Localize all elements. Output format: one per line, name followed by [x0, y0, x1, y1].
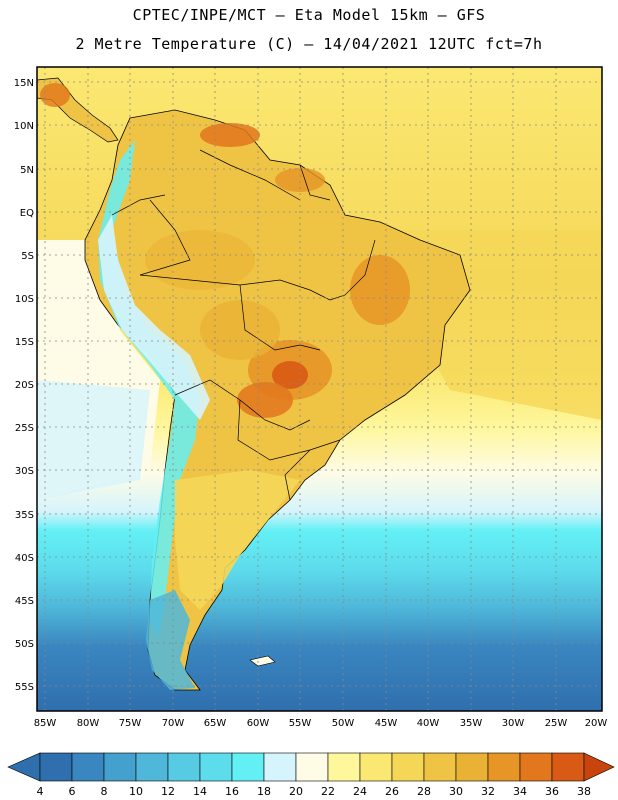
lon-label: 50W [332, 718, 355, 729]
colorbar-tick: 16 [225, 785, 239, 798]
lon-label: 30W [502, 718, 525, 729]
colorbar-swatch [423, 752, 457, 782]
colorbar-swatch [327, 752, 361, 782]
lon-label: 45W [375, 718, 398, 729]
colorbar-tick: 8 [101, 785, 108, 798]
hot-spot-venezuela [200, 123, 260, 147]
lat-label: 10N [14, 121, 34, 132]
lat-label: 15N [14, 78, 34, 89]
lon-label: 35W [460, 718, 483, 729]
hot-spot-northeast-brazil [350, 255, 410, 325]
colorbar-tick: 20 [289, 785, 303, 798]
hot-spot-guianas [275, 168, 325, 192]
lon-label: 75W [119, 718, 142, 729]
patagonia-cool [146, 590, 195, 690]
colorbar-swatch [199, 752, 233, 782]
lat-label: EQ [20, 208, 34, 219]
lat-label: 50S [15, 639, 34, 650]
hot-spot-central-america [40, 83, 70, 107]
colorbar-swatch [391, 752, 425, 782]
colorbar-tick: 38 [577, 785, 591, 798]
map-title: CPTEC/INPE/MCT – Eta Model 15km – GFS [132, 6, 486, 24]
colorbar-swatch [167, 752, 201, 782]
graticule [37, 67, 602, 711]
warm-zone-amazon [145, 230, 255, 290]
colorbar-swatch [519, 752, 553, 782]
colorbar-tick: 30 [449, 785, 463, 798]
lon-label: 20W [585, 718, 608, 729]
colorbar-swatch [487, 752, 521, 782]
colorbar-tick: 36 [545, 785, 559, 798]
lat-label: 5S [21, 251, 34, 262]
country-borders [111, 149, 376, 501]
warm-zone-mato-grosso [200, 300, 280, 360]
colorbar-tick: 12 [161, 785, 175, 798]
colorbar-swatch [231, 752, 265, 782]
lon-label: 60W [247, 718, 270, 729]
colorbar-tick: 24 [353, 785, 367, 798]
colorbar-tick: 4 [37, 785, 44, 798]
colorbar-tick: 10 [129, 785, 143, 798]
colorbar-tick: 6 [69, 785, 76, 798]
lat-label: 25S [15, 423, 34, 434]
andes-highland-pale [98, 215, 210, 420]
lat-label: 5N [20, 165, 34, 176]
hot-spot-paraguay [237, 382, 293, 418]
map-subtitle: 2 Metre Temperature (C) – 14/04/2021 12U… [75, 35, 543, 53]
falkland-islands [249, 655, 276, 667]
lat-label: 15S [15, 337, 34, 348]
colorbar-tick: 34 [513, 785, 527, 798]
lat-label: 10S [15, 294, 34, 305]
lon-label: 85W [34, 718, 57, 729]
colorbar [7, 752, 615, 782]
colorbar-swatch [103, 752, 137, 782]
colorbar-swatch [135, 752, 169, 782]
colorbar-tick: 22 [321, 785, 335, 798]
longitude-labels: 85W 80W 75W 70W 65W 60W 55W 50W 45W 40W … [34, 718, 608, 729]
latitude-labels: 15N 10N 5N EQ 5S 10S 15S 20S 25S 30S 35S… [14, 78, 34, 693]
lat-label: 40S [15, 553, 34, 564]
colorbar-swatch [359, 752, 393, 782]
lat-label: 20S [15, 380, 34, 391]
lat-label: 35S [15, 510, 34, 521]
lon-label: 25W [545, 718, 568, 729]
colorbar-tick: 26 [385, 785, 399, 798]
lon-label: 40W [417, 718, 440, 729]
andes-cool-ridge [98, 140, 200, 640]
colorbar-swatch [263, 752, 297, 782]
colorbar-high-arrow-icon [583, 752, 615, 782]
colorbar-labels: 4 6 8 10 12 14 16 18 20 22 24 26 28 30 3… [37, 785, 592, 798]
map-frame [36, 66, 603, 712]
colorbar-low-arrow-icon [7, 752, 41, 782]
lon-label: 70W [162, 718, 185, 729]
colorbar-swatch [455, 752, 489, 782]
lat-label: 55S [15, 682, 34, 693]
colorbar-tick: 18 [257, 785, 271, 798]
temperature-field [37, 67, 602, 711]
lon-label: 65W [204, 718, 227, 729]
colorbar-tick: 28 [417, 785, 431, 798]
lat-label: 30S [15, 466, 34, 477]
colorbar-swatch [551, 752, 585, 782]
colorbar-tick: 32 [481, 785, 495, 798]
colorbar-swatch [71, 752, 105, 782]
lat-label: 45S [15, 596, 34, 607]
lon-label: 55W [289, 718, 312, 729]
lon-label: 80W [77, 718, 100, 729]
colorbar-tick: 14 [193, 785, 207, 798]
colorbar-swatch [39, 752, 73, 782]
southern-cone-mild [175, 470, 300, 610]
hot-core-central-brazil [272, 361, 308, 389]
colorbar-swatch [295, 752, 329, 782]
